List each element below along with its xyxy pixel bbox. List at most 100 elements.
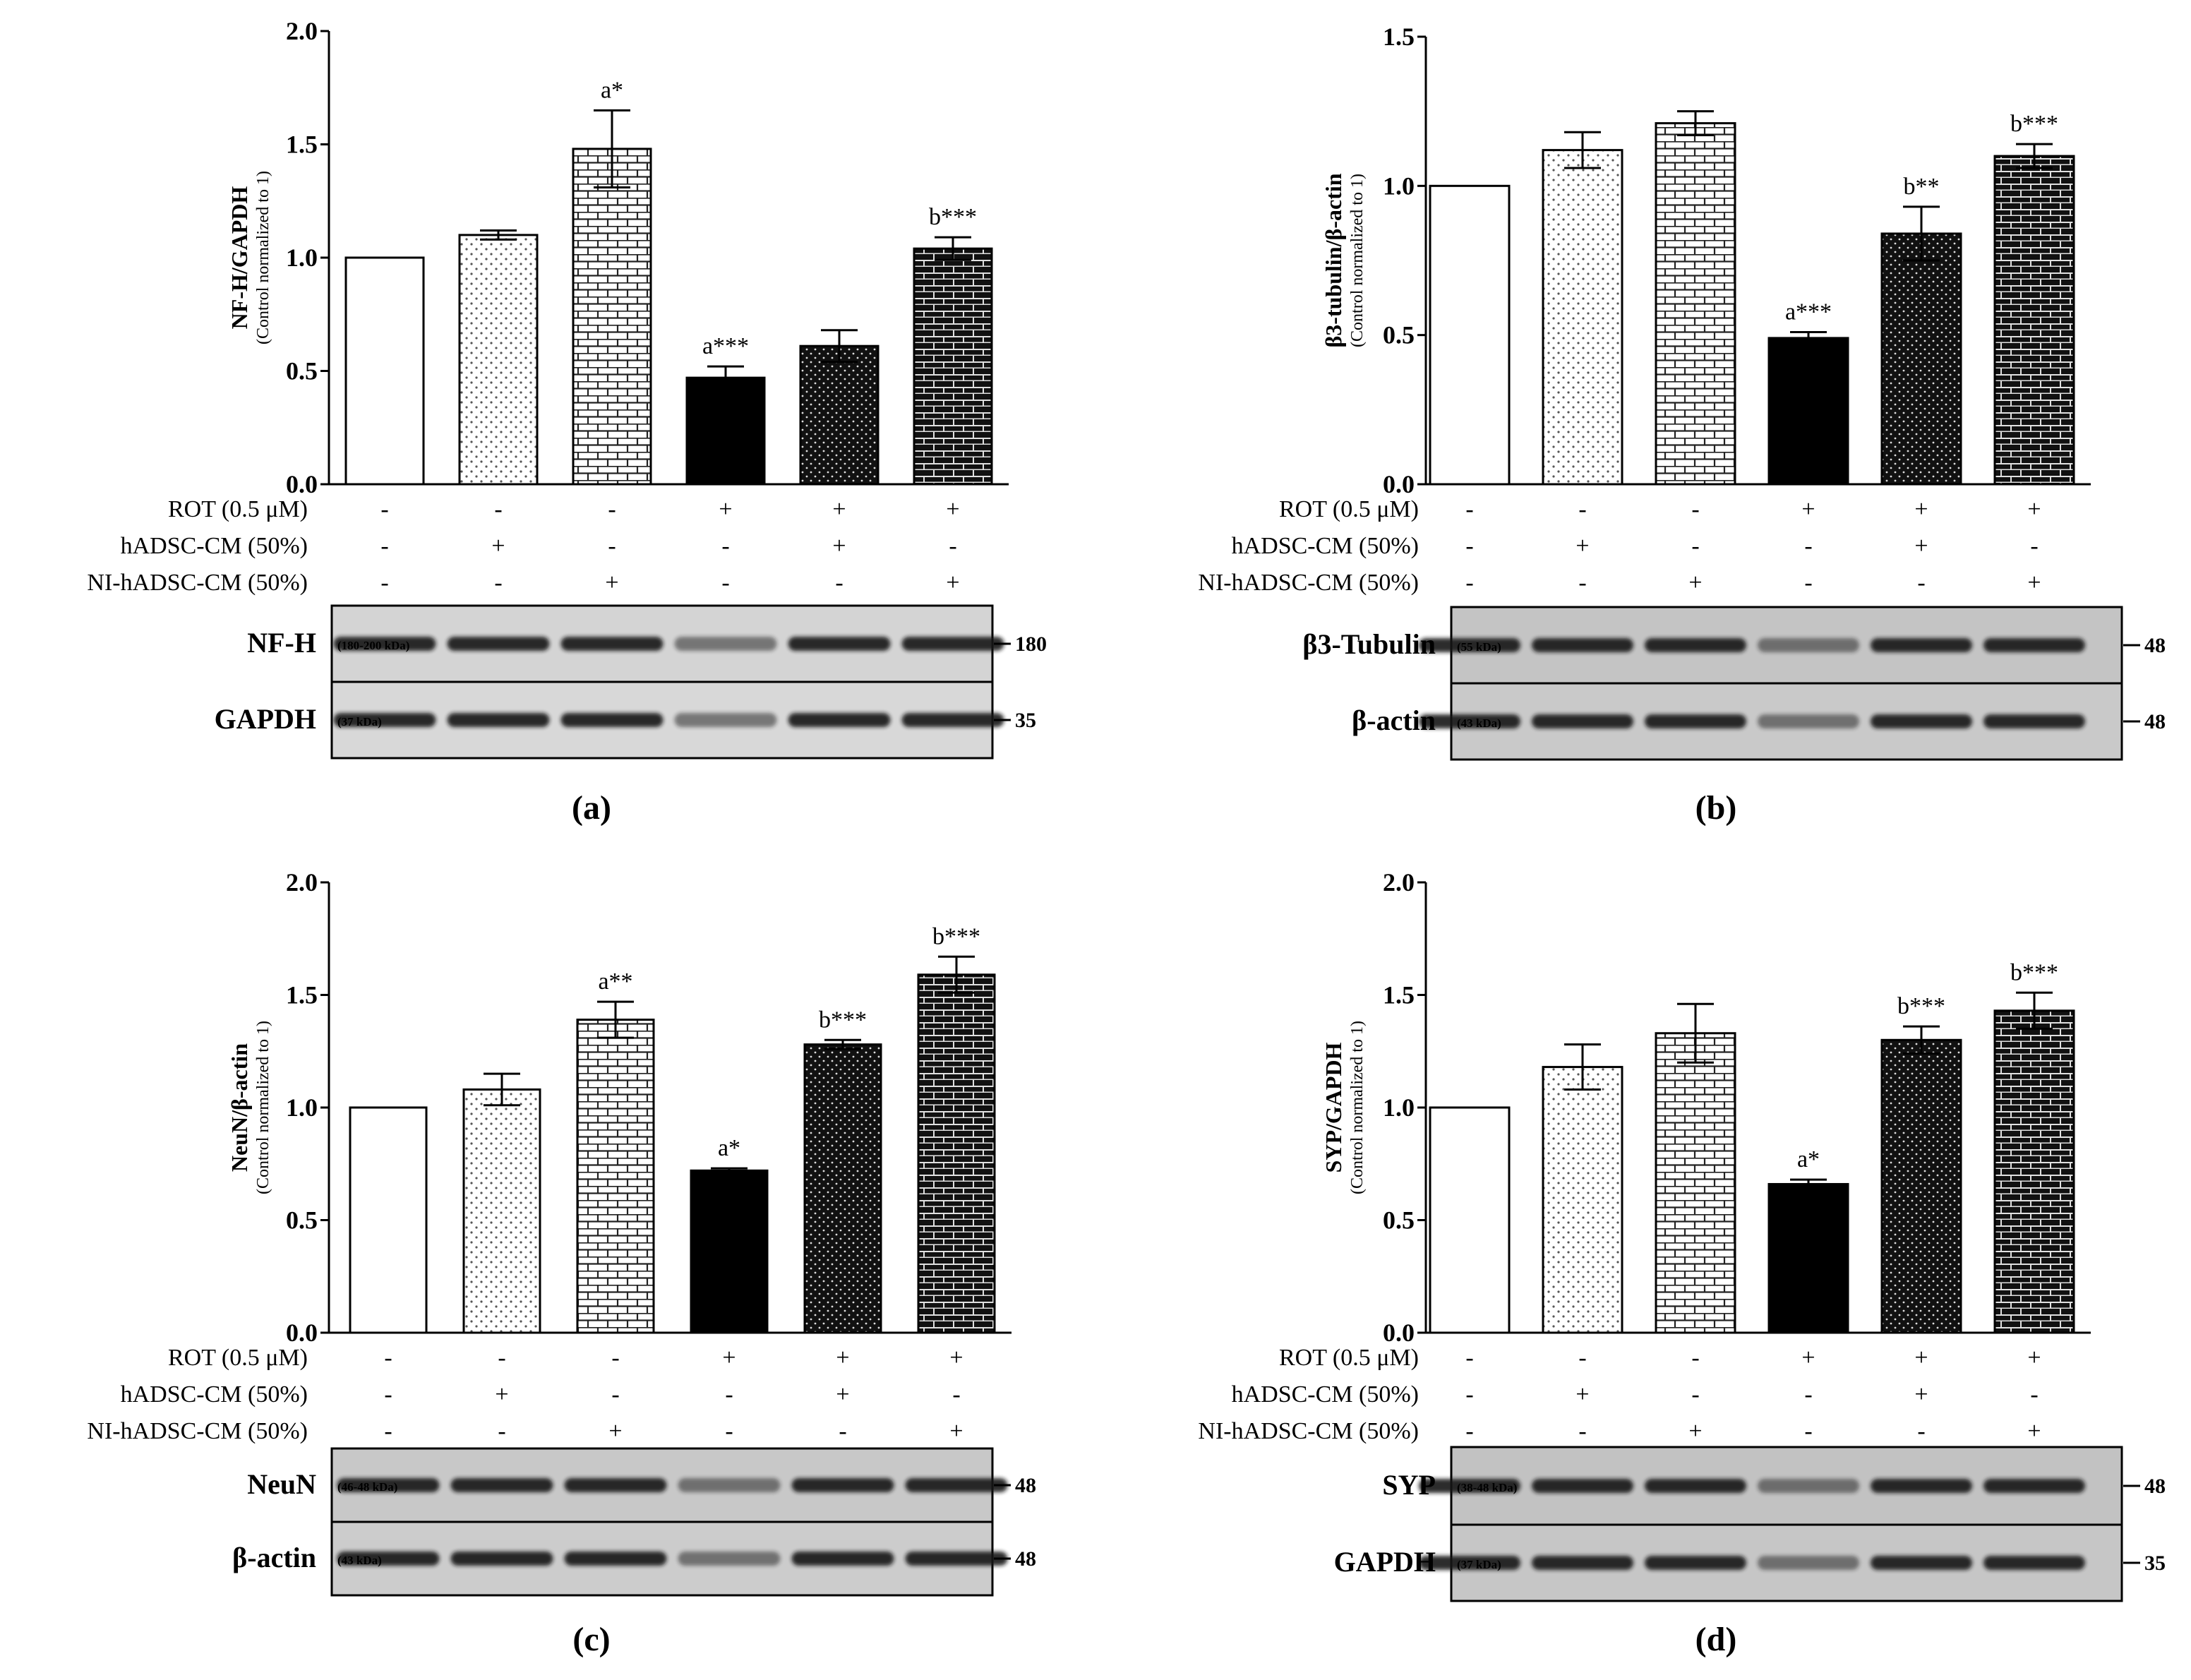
- panel-label: (d): [1695, 1621, 1737, 1658]
- blot-band: [1645, 1479, 1746, 1493]
- blot-band: [1871, 1479, 1972, 1493]
- treatment-label: NI-hADSC-CM (50%): [1198, 1418, 1419, 1444]
- blot-band: [1532, 1479, 1633, 1493]
- blot-band: [905, 1552, 1008, 1566]
- panel-a: 0.0 0.5 1.0 1.5 2.0 NF-H/GAPDH (Control normal…: [87, 17, 1047, 827]
- blot-band: [788, 637, 891, 651]
- treatment-sign: -: [1465, 496, 1473, 522]
- significance-label: a***: [1785, 299, 1832, 325]
- y-tick-label: 0.5: [286, 357, 318, 385]
- treatment-sign: -: [725, 1381, 733, 1408]
- significance-label: a**: [598, 968, 632, 995]
- bar-5: [1880, 1038, 1962, 1334]
- treatment-sign: +: [1914, 1381, 1928, 1408]
- significance-label: b**: [1904, 174, 1940, 200]
- y-axis-label: β3-tubulin/β-actin: [1321, 173, 1346, 347]
- blot-band: [1983, 1556, 2085, 1570]
- blot-band: [1532, 1556, 1633, 1570]
- blot-protein-name: β-actin: [1352, 704, 1436, 736]
- treatment-sign: -: [1465, 1381, 1473, 1408]
- treatment-sign: -: [2030, 533, 2038, 559]
- treatment-sign: +: [1688, 1418, 1702, 1444]
- treatment-sign: -: [380, 533, 388, 559]
- treatment-sign: -: [611, 1345, 619, 1371]
- treatment-sign: -: [1578, 496, 1586, 522]
- treatment-sign: -: [1465, 1345, 1473, 1371]
- treatment-sign: -: [1691, 496, 1699, 522]
- treatment-sign: -: [498, 1418, 505, 1444]
- panel-b: 0.0 0.5 1.0 1.5 β3-tubulin/β-actin (Control n…: [1198, 23, 2166, 827]
- treatment-sign: +: [1688, 570, 1702, 596]
- blot-band: [450, 1552, 553, 1566]
- y-tick-label: 0.0: [1383, 470, 1415, 498]
- y-tick-label: 1.0: [1383, 1093, 1415, 1122]
- bar-2: [462, 1088, 541, 1334]
- blot-band: [333, 637, 436, 651]
- treatment-sign: +: [946, 570, 959, 596]
- blot-strip: SYP (38-48 kDa) 48: [1382, 1446, 2166, 1526]
- y-tick-label: 1.5: [286, 131, 318, 159]
- treatment-sign: -: [2030, 1381, 2038, 1408]
- blot-strip: β3-Tubulin (55 kDa) 48: [1302, 606, 2166, 685]
- bar-6: [913, 247, 993, 486]
- treatment-sign: -: [721, 570, 729, 596]
- treatment-sign: +: [605, 570, 618, 596]
- y-tick-label: 1.5: [1383, 23, 1415, 51]
- blot-band: [678, 1478, 781, 1492]
- bar-4: [1767, 1182, 1849, 1334]
- bar-6: [1993, 155, 2075, 486]
- treatment-sign: +: [836, 1381, 849, 1408]
- treatment-sign: -: [384, 1381, 392, 1408]
- treatment-label: NI-hADSC-CM (50%): [87, 1418, 308, 1444]
- blot-kda: (46-48 kDa): [337, 1480, 397, 1494]
- y-tick-label: 1.5: [286, 981, 318, 1009]
- blot-strip: GAPDH (37 kDa) 35: [1334, 1523, 2166, 1602]
- panel-label: (a): [572, 789, 611, 827]
- bar-2: [1542, 1066, 1623, 1334]
- y-axis-sublabel: (Control normalized to 1): [1348, 174, 1367, 347]
- treatment-label: hADSC-CM (50%): [1232, 1381, 1419, 1408]
- y-tick-label: 1.5: [1383, 981, 1415, 1009]
- blot-band: [450, 1478, 553, 1492]
- treatment-sign: -: [725, 1418, 733, 1444]
- y-axis-label: NF-H/GAPDH: [227, 186, 252, 330]
- blot-band: [560, 713, 664, 727]
- y-tick-label: 2.0: [286, 17, 318, 45]
- treatment-sign: +: [1914, 533, 1928, 559]
- blot-band: [1983, 714, 2085, 728]
- blot-band: [1871, 638, 1972, 652]
- marker-label: 48: [2144, 710, 2166, 733]
- y-tick-label: 0.0: [286, 1319, 318, 1347]
- marker-label: 48: [2144, 1475, 2166, 1498]
- treatment-sign: -: [380, 570, 388, 596]
- treatment-sign: +: [719, 496, 732, 522]
- treatment-sign: -: [1691, 1381, 1699, 1408]
- bar-6: [1993, 1009, 2075, 1334]
- treatment-sign: -: [608, 496, 616, 522]
- marker-label: 35: [2144, 1552, 2166, 1575]
- bar-1: [1429, 1106, 1511, 1334]
- blot-kda: (43 kDa): [337, 1554, 382, 1567]
- treatment-sign: +: [836, 1345, 849, 1371]
- treatment-sign: -: [721, 533, 729, 559]
- blot-band: [1645, 638, 1746, 652]
- y-axis-sublabel: (Control normalized to 1): [254, 1021, 272, 1194]
- panel-d: 0.0 0.5 1.0 1.5 2.0 SYP/GAPDH (Control normali…: [1198, 868, 2166, 1658]
- treatment-sign: +: [2027, 496, 2041, 522]
- blot-band: [1419, 714, 1520, 728]
- marker-label: 180: [1015, 632, 1047, 656]
- treatment-sign: -: [494, 496, 502, 522]
- treatment-sign: -: [498, 1345, 505, 1371]
- treatment-sign: -: [1804, 1418, 1812, 1444]
- treatment-label: NI-hADSC-CM (50%): [87, 570, 308, 596]
- treatment-sign: +: [1914, 496, 1928, 522]
- treatment-sign: -: [952, 1381, 960, 1408]
- blot-band: [1645, 714, 1746, 728]
- blot-band: [674, 637, 777, 651]
- bar-4: [690, 1169, 769, 1334]
- bar-3: [1655, 122, 1736, 486]
- marker-label: 48: [1015, 1547, 1036, 1571]
- blot-band: [1983, 638, 2085, 652]
- treatment-sign: -: [1804, 570, 1812, 596]
- blot-band: [1758, 1556, 1859, 1570]
